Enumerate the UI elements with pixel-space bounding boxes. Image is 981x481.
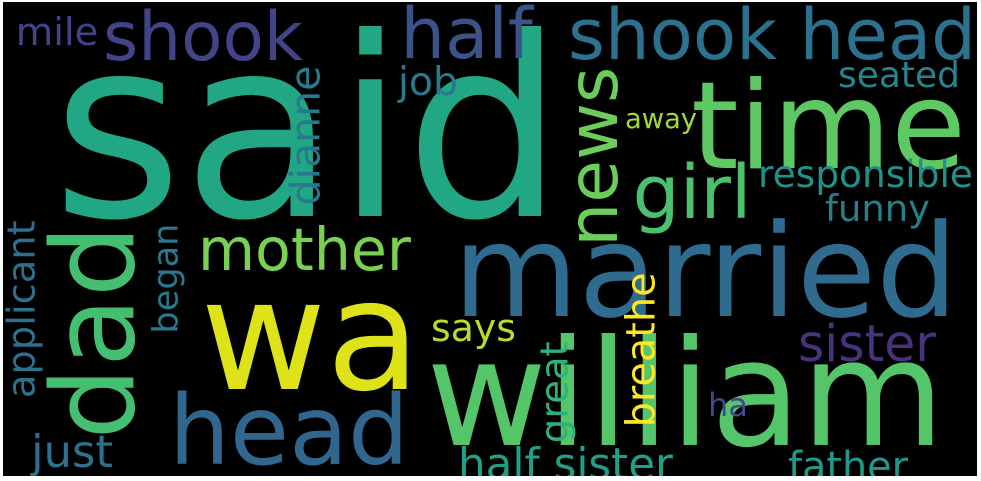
word-away: away [625,104,697,136]
word-great: great [532,341,578,444]
word-shook: shook [103,2,303,76]
word-seated: seated [838,54,960,96]
word-dad: dad [27,225,161,440]
word-sister: sister [798,313,936,373]
word-says: says [431,305,516,350]
word-news: news [553,66,635,247]
word-mile: mile [15,9,99,55]
word-job: job [398,58,458,105]
word-head: head [169,375,410,476]
word-william: william [426,307,945,476]
word-funny: funny [825,186,930,230]
word-father: father [788,444,908,476]
word-dianne: dianne [280,65,329,206]
word-began: began [145,223,187,334]
word-half: half [400,2,533,76]
word-half-sister: half sister [458,440,673,476]
word-said: said [52,2,564,275]
word-just: just [31,425,113,476]
word-mother: mother [198,216,411,285]
word-wa: wa [200,247,421,427]
word-shook-head: shook head [568,2,977,77]
word-cloud: said wa william married time head dad sh… [3,2,977,476]
word-married: married [453,197,958,348]
word-ha: ha [708,385,748,424]
word-applicant: applicant [3,220,45,399]
word-breathe: breathe [618,272,665,427]
word-girl: girl [632,148,752,236]
word-responsible: responsible [758,151,973,196]
word-time: time [691,54,966,197]
